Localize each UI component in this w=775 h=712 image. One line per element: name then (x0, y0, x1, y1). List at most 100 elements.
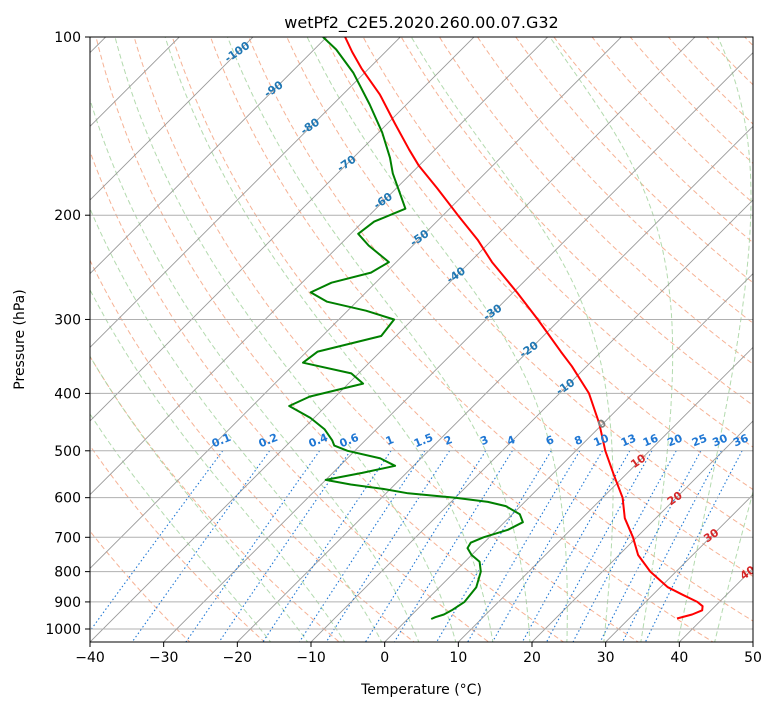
mixing-ratio-label: 0.1 (210, 431, 233, 450)
mixing-ratio-line (621, 450, 722, 642)
dry-adiabat (362, 37, 753, 448)
isotherm-line (90, 37, 696, 642)
isotherm-line (90, 37, 622, 569)
mixing-ratio-label: 6 (544, 433, 556, 448)
dry-adiabat (476, 37, 753, 324)
mixing-ratio-label: 16 (641, 432, 660, 450)
isotherm-line (90, 37, 549, 496)
dry-adiabat (400, 37, 753, 406)
isotherm-label: -100 (222, 39, 252, 66)
mixing-ratio-label: 1 (384, 433, 396, 448)
moist-adiabat (90, 413, 272, 642)
dry-adiabat (90, 355, 341, 642)
isotherm-line (90, 37, 328, 275)
moist-adiabat (114, 37, 457, 642)
dry-adiabat (133, 37, 640, 642)
dry-adiabat (90, 259, 415, 642)
dry-adiabat (515, 37, 753, 284)
y-tick-label: 300 (54, 312, 81, 328)
y-tick-label: 700 (54, 530, 81, 546)
dry-adiabat (438, 37, 753, 365)
isotherm-line (752, 641, 753, 642)
mixing-ratio-line (262, 450, 392, 642)
moist-adiabat (90, 97, 420, 642)
moist-adiabat (90, 288, 346, 642)
isotherm-line (90, 37, 475, 422)
mixing-ratio-line (491, 450, 603, 642)
isotherm-line (90, 37, 401, 348)
mixing-ratio-line (364, 450, 487, 642)
dry-adiabat (90, 150, 490, 642)
mixing-ratio-line (298, 450, 426, 642)
isotherm-line (605, 494, 753, 642)
mixing-ratio-label: 20 (665, 432, 684, 450)
moist-adiabat (677, 37, 752, 642)
dry-adiabat (667, 37, 753, 125)
moist-adiabat (410, 37, 614, 642)
mixing-ratio-label: 8 (573, 433, 585, 448)
dewpoint-line (288, 37, 524, 620)
mixing-ratio-label: 2 (442, 433, 454, 448)
x-tick-label: 30 (597, 650, 615, 666)
y-tick-label: 1000 (45, 622, 81, 638)
x-tick-label: 40 (670, 650, 688, 666)
y-tick-label: 200 (54, 208, 81, 224)
x-tick-label: −10 (296, 650, 326, 666)
y-tick-label: 800 (54, 565, 81, 581)
dry-adiabat (553, 37, 753, 244)
temperature-line (344, 37, 704, 620)
mixing-ratio-line (90, 450, 224, 632)
y-tick-label: 400 (54, 386, 81, 402)
mixing-ratio-label: 36 (731, 432, 750, 450)
y-axis-label: Pressure (hPa) (12, 289, 28, 389)
background-lines (90, 37, 753, 642)
isotherm-line (678, 567, 753, 642)
dry-adiabat (324, 37, 753, 491)
dry-adiabat (705, 37, 753, 86)
x-tick-label: 0 (380, 650, 389, 666)
mixing-ratio-label: 30 (710, 432, 729, 450)
dry-adiabat (209, 37, 753, 622)
dry-adiabat (286, 37, 753, 534)
x-tick-label: −40 (75, 650, 105, 666)
isotherm-line (90, 37, 254, 201)
mixing-ratio-label: 0.6 (338, 431, 361, 450)
isotherm-line (310, 199, 753, 642)
y-tick-label: 600 (54, 491, 81, 507)
x-axis-label: Temperature (°C) (360, 682, 482, 698)
moist-adiabat (164, 37, 494, 642)
isotherm-line (163, 52, 753, 642)
mixing-ratio-line (131, 450, 271, 642)
mixing-ratio-label: 3 (478, 433, 490, 448)
x-tick-label: 10 (449, 650, 467, 666)
mixing-ratio-label: 25 (690, 432, 709, 450)
mixing-ratio-line (644, 450, 743, 642)
mixing-ratio-line (467, 450, 581, 642)
mixing-ratio-line (325, 450, 451, 642)
dry-adiabat (629, 37, 753, 165)
mixing-ratio-line (521, 450, 631, 642)
isotherm-line (90, 37, 180, 127)
isotherm-line (384, 273, 753, 642)
moist-adiabat (90, 355, 309, 642)
dry-adiabat (95, 37, 565, 642)
mixing-ratio-label: 10 (592, 432, 611, 450)
isotherm-line (236, 125, 753, 642)
axes: −40 −30 −20 −10 0 10 20 30 40 5010020030040050060… (45, 30, 762, 666)
x-tick-label: −20 (223, 650, 253, 666)
x-tick-label: 20 (523, 650, 541, 666)
y-tick-label: 100 (54, 30, 81, 46)
dry-adiabat (591, 37, 753, 204)
y-tick-label: 900 (54, 595, 81, 611)
dry-adiabat (90, 444, 266, 642)
profile-lines (288, 37, 704, 620)
mixing-ratio-label: 13 (619, 432, 638, 450)
chart-title: wetPf2_C2E5.2020.260.00.07.G32 (284, 13, 558, 33)
y-tick-label: 500 (54, 444, 81, 460)
isotherm-label: 40 (738, 563, 758, 583)
moist-adiabat (714, 489, 753, 642)
dry-adiabat (90, 530, 191, 642)
x-tick-label: −30 (149, 650, 179, 666)
